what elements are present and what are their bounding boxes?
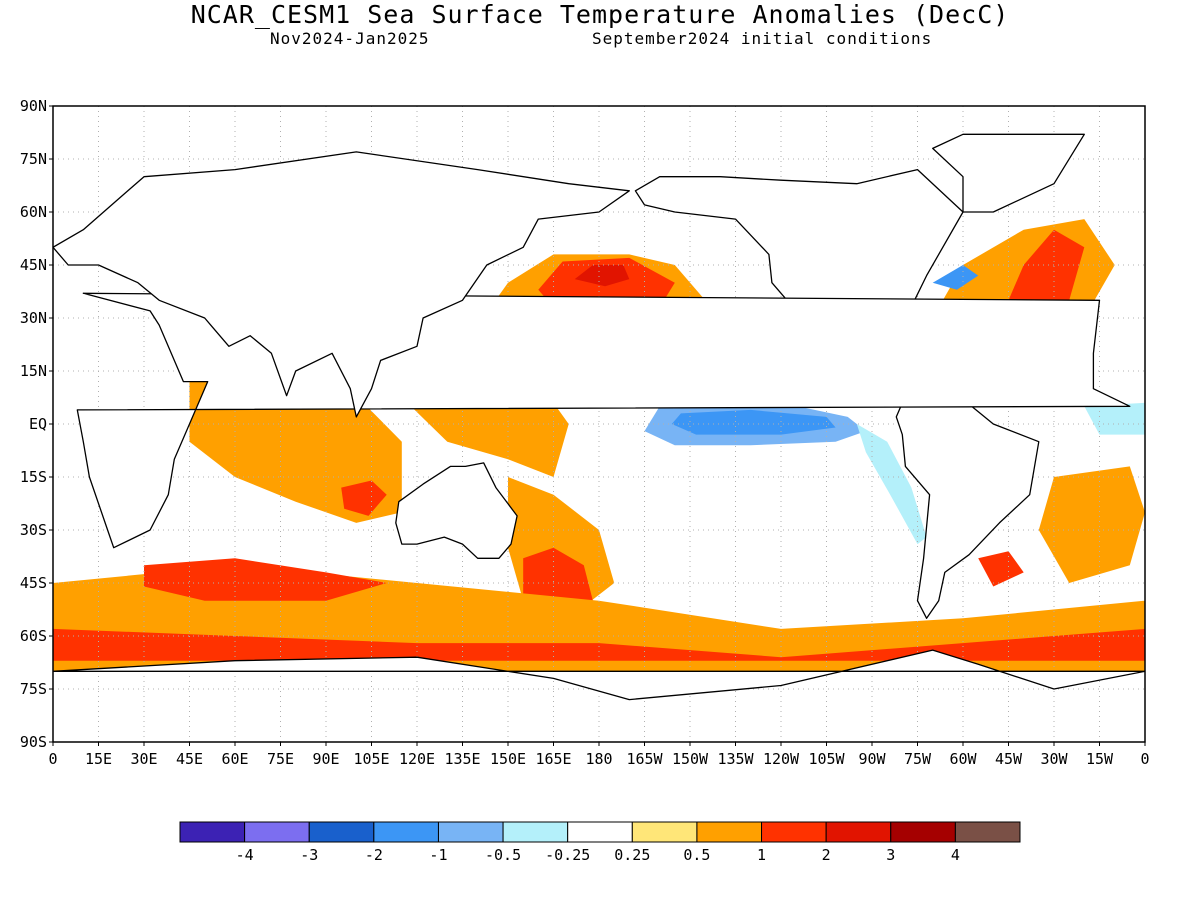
tropical-pacific-core-cold xyxy=(671,409,836,435)
colorbar-swatch xyxy=(244,821,310,843)
colorbar-swatch xyxy=(631,821,698,843)
lat-tick-label: 75N xyxy=(20,150,47,168)
initial-conditions: September2024 initial conditions xyxy=(592,29,933,48)
lon-tick-label: 30E xyxy=(130,750,157,768)
lat-tick-label: EQ xyxy=(29,415,47,433)
lat-tick-label: 30N xyxy=(20,309,47,327)
lon-tick-label: 75W xyxy=(904,750,932,768)
south-indian-hot xyxy=(144,558,387,601)
lon-tick-label: 45W xyxy=(995,750,1023,768)
colorbar-swatch xyxy=(179,821,246,843)
gulf-stream-cold xyxy=(932,265,979,290)
lon-tick-label: 0 xyxy=(48,750,57,768)
lat-tick-label: 90S xyxy=(20,733,47,751)
colorbar-swatch xyxy=(890,821,956,843)
lat-tick-label: 45N xyxy=(20,256,47,274)
coastlines xyxy=(53,133,1145,701)
lon-tick-label: 90W xyxy=(858,750,886,768)
colorbar-label: -1 xyxy=(429,846,447,864)
lon-tick-label: 105W xyxy=(808,750,845,768)
lon-tick-label: 165W xyxy=(626,750,663,768)
lat-tick-label: 15S xyxy=(20,468,47,486)
colorbar-swatch xyxy=(308,821,375,843)
colorbar-swatch xyxy=(696,821,763,843)
colorbar-label: -4 xyxy=(236,846,254,864)
colorbar-label: 2 xyxy=(822,846,831,864)
lon-tick-label: 135E xyxy=(444,750,480,768)
colorbar-label: 3 xyxy=(886,846,895,864)
colorbar-swatch xyxy=(761,821,827,843)
colorbar-label: 0.25 xyxy=(614,846,650,864)
indian-ocean-hot-spot xyxy=(341,480,387,516)
colorbar-swatch xyxy=(437,821,504,843)
lat-tick-label: 75S xyxy=(20,680,47,698)
lon-tick-label: 45E xyxy=(176,750,203,768)
lat-tick-label: 15N xyxy=(20,362,47,380)
colorbar-label: -3 xyxy=(300,846,318,864)
lon-tick-label: 180 xyxy=(585,750,612,768)
greenland-coast xyxy=(932,133,1085,213)
lon-tick-label: 165E xyxy=(535,750,571,768)
colorbar-label: 4 xyxy=(951,846,960,864)
east-pacific-cold-band xyxy=(856,424,927,545)
lon-tick-label: 15E xyxy=(85,750,112,768)
lat-tick-label: 60S xyxy=(20,627,47,645)
colorbar-label: 1 xyxy=(757,846,766,864)
lon-tick-label: 105E xyxy=(353,750,389,768)
lat-tick-label: 45S xyxy=(20,574,47,592)
lon-tick-label: 150E xyxy=(490,750,526,768)
lon-tick-label: 60W xyxy=(949,750,977,768)
colorbar-swatch xyxy=(567,821,633,843)
map-title: NCAR_CESM1 Sea Surface Temperature Anoma… xyxy=(190,0,1010,29)
south-atlantic-warm xyxy=(1038,466,1145,583)
lon-tick-label: 120E xyxy=(399,750,435,768)
lon-tick-label: 120W xyxy=(763,750,800,768)
colorbar-label: -2 xyxy=(365,846,383,864)
antarctica-coast xyxy=(53,649,1145,701)
lat-tick-label: 90N xyxy=(20,97,47,115)
colorbar-label: -0.5 xyxy=(485,846,521,864)
southern-ocean-hot xyxy=(53,628,1145,661)
lon-tick-label: 150W xyxy=(672,750,709,768)
colorbar-swatch xyxy=(825,821,892,843)
lon-tick-label: 15W xyxy=(1086,750,1114,768)
lon-tick-label: 75E xyxy=(267,750,294,768)
lon-tick-label: 90E xyxy=(312,750,339,768)
lon-tick-label: 30W xyxy=(1040,750,1068,768)
colorbar-swatch xyxy=(373,821,439,843)
lon-tick-label: 60E xyxy=(221,750,248,768)
colorbar-swatch xyxy=(502,821,569,843)
color-legend: -4 -3 -2 -1 -0.5 -0.25 0.25 0.5 1 2 3 4 xyxy=(179,821,1021,864)
lon-tick-label: 0 xyxy=(1140,750,1149,768)
colorbar-label: 0.5 xyxy=(683,846,710,864)
south-atlantic-hot xyxy=(978,551,1024,587)
south-america-coast xyxy=(895,388,1040,619)
lon-tick-label: 135W xyxy=(717,750,754,768)
eurasia-coast xyxy=(53,151,630,418)
australia-coast xyxy=(395,462,518,559)
north-pacific-max xyxy=(574,265,630,287)
lat-tick-label: 60N xyxy=(20,203,47,221)
colorbar-label: -0.25 xyxy=(545,846,590,864)
forecast-period: Nov2024-Jan2025 xyxy=(270,29,430,48)
lat-tick-label: 30S xyxy=(20,521,47,539)
colorbar-swatch xyxy=(954,821,1021,843)
